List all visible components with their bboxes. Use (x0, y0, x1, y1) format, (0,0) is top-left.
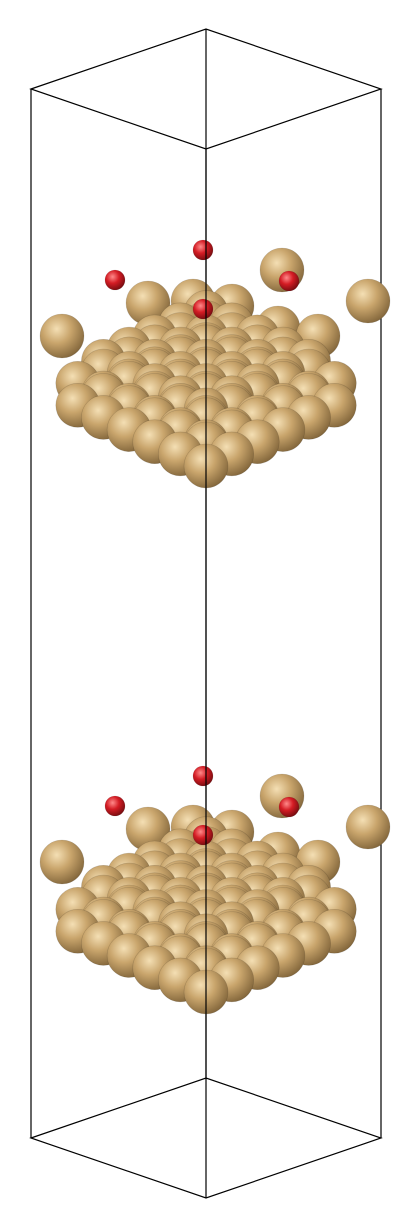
metal-atom (40, 314, 84, 358)
metal-atom (40, 840, 84, 884)
oxygen-atom (279, 271, 299, 291)
metal-atom (346, 805, 390, 849)
oxygen-atom (193, 825, 213, 845)
oxygen-atom (105, 796, 125, 816)
oxygen-atom (279, 797, 299, 817)
metal-atom (346, 279, 390, 323)
atoms-layer (40, 240, 390, 1014)
oxygen-atom (193, 299, 213, 319)
oxygen-atom (105, 270, 125, 290)
oxygen-atom (193, 766, 213, 786)
oxygen-atom (193, 240, 213, 260)
